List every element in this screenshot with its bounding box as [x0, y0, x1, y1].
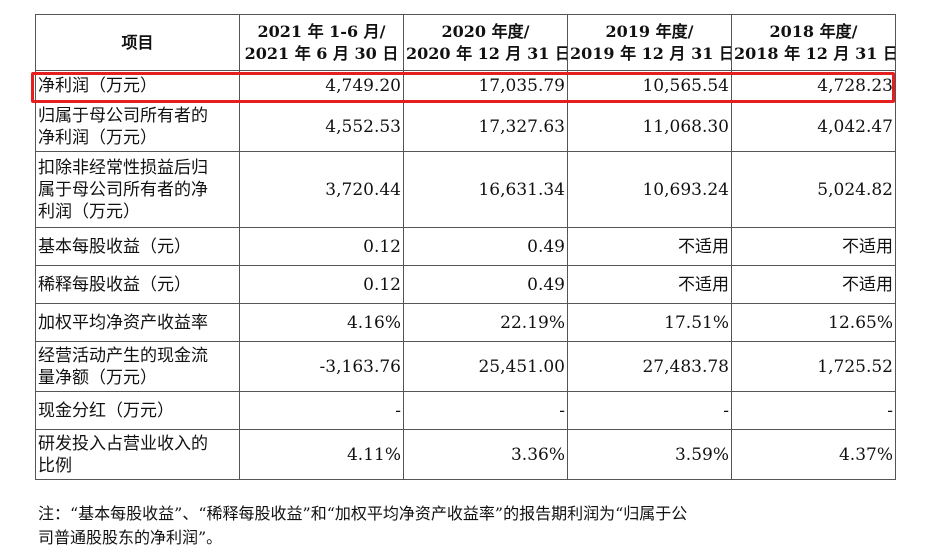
cell-2019: 17.51% — [567, 303, 732, 342]
cell-2018: 5,024.82 — [731, 151, 896, 228]
row-label: 归属于母公司所有者的 净利润（万元） — [35, 101, 240, 152]
header-2020: 2020 年度/ 2020 年 12 月 31 日 — [403, 14, 568, 71]
cell-2021h1: -3,163.76 — [239, 341, 404, 392]
cell-2018: 不适用 — [731, 265, 896, 304]
footnote-line-1: 注：“基本每股收益”、“稀释每股收益”和“加权平均净资产收益率”的报告期利润为“… — [38, 504, 688, 523]
cell-2021h1: 4,749.20 — [239, 70, 404, 102]
row-label: 基本每股收益（元） — [35, 227, 240, 266]
cell-2020: 3.36% — [403, 429, 568, 480]
row-label-line: 基本每股收益（元） — [38, 236, 191, 257]
row-label-line: 加权平均净资产收益率 — [38, 312, 208, 333]
row-label-line: 稀释每股收益（元） — [38, 274, 191, 295]
cell-2020: - — [403, 391, 568, 430]
row-diluted-eps: 稀释每股收益（元） 0.12 0.49 不适用 不适用 — [35, 265, 896, 304]
cell-2021h1: 0.12 — [239, 265, 404, 304]
cell-2020: 22.19% — [403, 303, 568, 342]
row-net-profit-parent-deducted: 扣除非经常性损益后归 属于母公司所有者的净 利润（万元） 3,720.44 16,631… — [35, 151, 896, 228]
cell-2019: 3.59% — [567, 429, 732, 480]
cell-2021h1: 3,720.44 — [239, 151, 404, 228]
header-row: 项目 2021 年 1-6 月/ 2021 年 6 月 30 日 2020 年度… — [35, 14, 896, 71]
cell-2019: - — [567, 391, 732, 430]
cell-2021h1: 0.12 — [239, 227, 404, 266]
row-label-line: 研发投入占营业收入的 — [38, 433, 208, 454]
cell-2021h1: 4.16% — [239, 303, 404, 342]
row-label-line: 归属于母公司所有者的 — [38, 105, 208, 126]
header-2021h1: 2021 年 1-6 月/ 2021 年 6 月 30 日 — [239, 14, 404, 71]
cell-2019: 10,693.24 — [567, 151, 732, 228]
cell-2018: - — [731, 391, 896, 430]
financial-data-table: 项目 2021 年 1-6 月/ 2021 年 6 月 30 日 2020 年度… — [35, 14, 896, 480]
cell-2019: 27,483.78 — [567, 341, 732, 392]
cell-2019: 11,068.30 — [567, 101, 732, 152]
header-2019: 2019 年度/ 2019 年 12 月 31 日 — [567, 14, 732, 71]
row-label-line: 经营活动产生的现金流 — [38, 345, 208, 366]
row-label-line: 现金分红（万元） — [38, 400, 174, 421]
header-2018: 2018 年度/ 2018 年 12 月 31 日 — [731, 14, 896, 71]
row-operating-cash-flow: 经营活动产生的现金流 量净额（万元） -3,163.76 25,451.00 27,48… — [35, 341, 896, 392]
row-label: 研发投入占营业收入的 比例 — [35, 429, 240, 480]
cell-2019: 不适用 — [567, 265, 732, 304]
cell-2020: 16,631.34 — [403, 151, 568, 228]
cell-2021h1: 4.11% — [239, 429, 404, 480]
row-label: 稀释每股收益（元） — [35, 265, 240, 304]
footnote: 注：“基本每股收益”、“稀释每股收益”和“加权平均净资产收益率”的报告期利润为“… — [38, 502, 918, 550]
cell-2018: 4.37% — [731, 429, 896, 480]
row-label-line: 比例 — [38, 455, 72, 476]
cell-2020: 0.49 — [403, 227, 568, 266]
footnote-line-2: 司普通股股东的净利润”。 — [38, 528, 223, 547]
header-item: 项目 — [35, 14, 240, 71]
row-net-profit: 净利润（万元） 4,749.20 17,035.79 10,565.54 4,728.2… — [35, 70, 896, 102]
cell-2020: 25,451.00 — [403, 341, 568, 392]
cell-2020: 17,327.63 — [403, 101, 568, 152]
cell-2020: 17,035.79 — [403, 70, 568, 102]
cell-2021h1: - — [239, 391, 404, 430]
row-label-line: 净利润（万元） — [38, 76, 157, 96]
row-label: 加权平均净资产收益率 — [35, 303, 240, 342]
row-weighted-roe: 加权平均净资产收益率 4.16% 22.19% 17.51% 12.65% — [35, 303, 896, 342]
cell-2019: 10,565.54 — [567, 70, 732, 102]
row-label: 现金分红（万元） — [35, 391, 240, 430]
row-label-line: 净利润（万元） — [38, 127, 157, 148]
row-label: 扣除非经常性损益后归 属于母公司所有者的净 利润（万元） — [35, 151, 240, 228]
cell-2018: 4,042.47 — [731, 101, 896, 152]
cell-2020: 0.49 — [403, 265, 568, 304]
row-net-profit-parent: 归属于母公司所有者的 净利润（万元） 4,552.53 17,327.63 11,068… — [35, 101, 896, 152]
row-label: 净利润（万元） — [35, 70, 240, 102]
row-basic-eps: 基本每股收益（元） 0.12 0.49 不适用 不适用 — [35, 227, 896, 266]
cell-2018: 4,728.23 — [731, 70, 896, 102]
row-rd-ratio: 研发投入占营业收入的 比例 4.11% 3.36% 3.59% 4.37% — [35, 429, 896, 480]
cell-2018: 不适用 — [731, 227, 896, 266]
cell-2021h1: 4,552.53 — [239, 101, 404, 152]
row-label-line: 量净额（万元） — [38, 367, 157, 388]
row-cash-dividend: 现金分红（万元） - - - - — [35, 391, 896, 430]
row-label-line: 属于母公司所有者的净 — [38, 179, 208, 200]
row-label-line: 扣除非经常性损益后归 — [38, 157, 208, 178]
cell-2018: 12.65% — [731, 303, 896, 342]
cell-2018: 1,725.52 — [731, 341, 896, 392]
row-label: 经营活动产生的现金流 量净额（万元） — [35, 341, 240, 392]
row-label-line: 利润（万元） — [38, 201, 140, 222]
cell-2019: 不适用 — [567, 227, 732, 266]
